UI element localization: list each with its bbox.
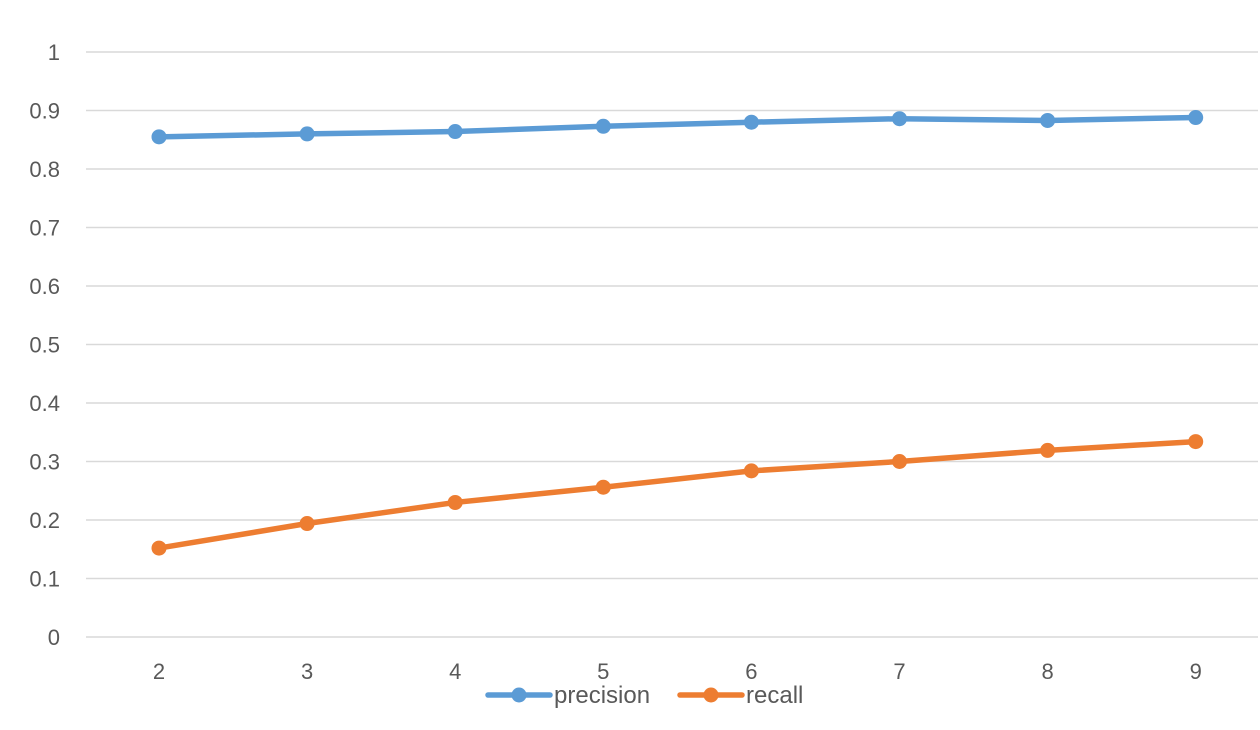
x-tick-label: 9 xyxy=(1190,659,1202,684)
x-tick-label: 7 xyxy=(893,659,905,684)
data-point xyxy=(595,118,611,134)
legend-marker xyxy=(703,687,719,703)
x-tick-label: 8 xyxy=(1041,659,1053,684)
data-point xyxy=(151,540,167,556)
legend-item-recall: recall xyxy=(677,682,803,709)
y-tick-label: 0.5 xyxy=(29,333,60,358)
x-tick-label: 6 xyxy=(745,659,757,684)
y-tick-label: 0 xyxy=(48,625,60,650)
x-tick-label: 4 xyxy=(449,659,461,684)
data-point xyxy=(1040,112,1056,128)
series-line xyxy=(156,438,1199,551)
legend-item-precision: precision xyxy=(485,682,650,709)
series-line xyxy=(156,114,1199,140)
y-axis-tick-labels: 0 0.1 0.2 0.3 0.4 0.5 0.6 0.7 0.8 0.9 1 xyxy=(29,40,60,650)
legend-label: precision xyxy=(554,682,650,709)
data-point xyxy=(151,129,167,145)
y-tick-label: 0.8 xyxy=(29,157,60,182)
gridlines xyxy=(86,51,1258,638)
y-tick-label: 0.7 xyxy=(29,216,60,241)
x-tick-label: 2 xyxy=(153,659,165,684)
series-recall xyxy=(151,434,1204,556)
data-point xyxy=(1040,442,1056,458)
data-point xyxy=(299,126,315,142)
data-point xyxy=(743,463,759,479)
x-axis-tick-labels: 2 3 4 5 6 7 8 9 xyxy=(153,659,1202,684)
data-point xyxy=(595,479,611,495)
y-tick-label: 0.9 xyxy=(29,99,60,124)
series-precision xyxy=(151,110,1204,145)
data-point xyxy=(1188,434,1204,450)
data-point xyxy=(447,124,463,140)
data-point xyxy=(299,516,315,532)
legend-marker xyxy=(511,687,527,703)
x-tick-label: 3 xyxy=(301,659,313,684)
data-point xyxy=(1188,110,1204,126)
data-point xyxy=(892,454,907,469)
data-point xyxy=(892,111,907,127)
series-group xyxy=(151,110,1204,556)
legend: precision recall xyxy=(485,682,803,709)
y-tick-label: 0.2 xyxy=(29,508,60,533)
y-tick-label: 0.4 xyxy=(29,391,60,416)
data-point xyxy=(743,114,759,130)
y-tick-label: 0.1 xyxy=(29,567,60,592)
y-tick-label: 0.3 xyxy=(29,450,60,475)
x-tick-label: 5 xyxy=(597,659,609,684)
data-point xyxy=(447,494,463,510)
legend-label: recall xyxy=(746,682,803,709)
y-tick-label: 0.6 xyxy=(29,274,60,299)
y-tick-label: 1 xyxy=(48,40,60,65)
